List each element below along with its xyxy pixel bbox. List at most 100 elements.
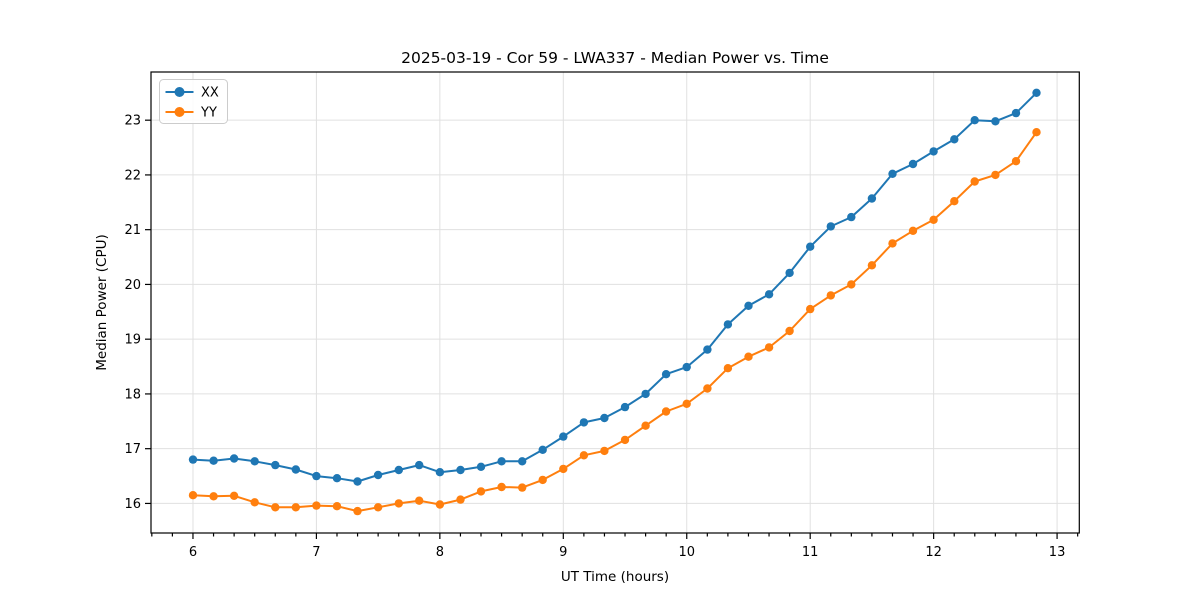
series-yy-marker xyxy=(415,496,424,505)
series-xx-marker xyxy=(641,389,650,399)
series-yy-marker xyxy=(970,177,979,186)
plot-border xyxy=(150,71,1080,534)
series-xx-marker xyxy=(970,116,979,125)
series-yy-marker xyxy=(435,500,445,509)
y-tick-label-17: 17 xyxy=(124,442,141,457)
series-xx-marker xyxy=(950,135,959,144)
series-xx xyxy=(188,88,1041,486)
series-xx-marker xyxy=(600,413,609,423)
series-xx-marker xyxy=(373,470,383,480)
y-tick-label-20: 20 xyxy=(124,278,141,293)
series-xx-marker xyxy=(744,301,753,310)
series-yy-marker xyxy=(559,464,568,474)
series-xx-marker xyxy=(435,468,445,477)
series-xx-marker xyxy=(476,462,486,471)
x-axis-label: UT Time (hours) xyxy=(561,569,669,585)
data-series xyxy=(188,88,1041,516)
axis-ticks xyxy=(145,119,1079,539)
y-tick-label-21: 21 xyxy=(124,223,141,238)
legend: XX YY xyxy=(159,79,228,124)
series-xx-marker xyxy=(991,117,1000,126)
series-yy-marker xyxy=(908,226,918,235)
series-yy-marker xyxy=(209,492,218,501)
series-yy-marker xyxy=(723,364,733,373)
x-tick-label-11: 11 xyxy=(802,545,819,560)
series-xx-marker xyxy=(888,169,897,178)
x-tick-label-7: 7 xyxy=(312,545,320,560)
series-xx-marker xyxy=(867,194,877,203)
series-xx-marker xyxy=(785,268,794,278)
x-tick-label-9: 9 xyxy=(559,545,567,560)
series-yy-marker xyxy=(888,239,897,248)
x-tick-label-12: 12 xyxy=(925,545,942,560)
series-xx-marker xyxy=(209,456,218,465)
legend-marker-yy xyxy=(174,107,185,117)
series-xx-marker xyxy=(291,465,300,474)
series-xx-marker xyxy=(271,460,280,470)
series-xx-marker xyxy=(579,418,589,427)
series-xx-marker xyxy=(847,212,856,222)
series-yy-marker xyxy=(497,482,506,492)
series-xx-marker xyxy=(353,477,362,486)
x-tick-label-13: 13 xyxy=(1049,545,1066,560)
series-yy-marker xyxy=(600,446,609,456)
axis-tick-labels: 16 17 18 19 20 21 22 23 6 7 8 9 10 11 12 13 xyxy=(124,114,1065,560)
series-yy-marker xyxy=(744,352,753,361)
series-yy-marker xyxy=(250,498,259,507)
series-xx-marker xyxy=(723,320,733,329)
series-yy-marker xyxy=(188,491,198,500)
series-yy-marker xyxy=(806,304,815,314)
series-yy-marker xyxy=(518,483,527,492)
y-tick-label-19: 19 xyxy=(124,333,141,348)
series-yy-line xyxy=(192,131,1038,513)
series-xx-marker xyxy=(661,370,671,379)
series-yy-marker xyxy=(703,384,712,393)
y-tick-label-23: 23 xyxy=(124,114,141,129)
series-yy-marker xyxy=(271,503,280,512)
series-xx-marker xyxy=(682,362,691,372)
series-xx-marker xyxy=(188,455,198,464)
series-xx-marker xyxy=(250,457,259,466)
series-xx-marker xyxy=(1011,108,1021,118)
series-yy-marker xyxy=(826,291,835,300)
y-tick-label-22: 22 xyxy=(124,168,141,183)
series-yy-marker xyxy=(867,261,877,270)
series-xx-marker xyxy=(312,471,321,481)
series-yy-marker xyxy=(661,407,671,416)
series-xx-marker xyxy=(559,432,568,441)
series-xx-marker xyxy=(456,465,465,475)
series-xx-marker xyxy=(1032,88,1041,98)
series-yy-marker xyxy=(291,503,300,512)
series-yy-marker xyxy=(579,451,589,460)
series-xx-marker xyxy=(703,345,712,354)
series-yy-marker xyxy=(353,506,362,516)
series-xx-marker xyxy=(764,290,774,299)
series-yy-marker xyxy=(229,491,239,500)
chart-title: 2025-03-19 - Cor 59 - LWA337 - Median Po… xyxy=(401,49,829,67)
y-tick-label-18: 18 xyxy=(124,387,141,402)
series-yy-marker xyxy=(538,475,547,485)
x-tick-label-6: 6 xyxy=(189,545,197,560)
series-xx-marker xyxy=(394,465,403,475)
x-tick-label-8: 8 xyxy=(436,545,444,560)
series-yy-marker xyxy=(929,215,938,224)
legend-label-yy: YY xyxy=(200,106,217,121)
series-xx-marker xyxy=(538,445,547,454)
series-yy-marker xyxy=(785,326,794,336)
series-yy-marker xyxy=(476,487,486,496)
y-axis-label: Median Power (CPU) xyxy=(94,234,110,370)
series-xx-marker xyxy=(415,460,424,470)
y-tick-label-16: 16 xyxy=(124,497,141,512)
series-yy-marker xyxy=(332,502,342,511)
series-yy-marker xyxy=(394,499,403,508)
gridlines xyxy=(151,72,1080,533)
series-xx-marker xyxy=(908,159,918,169)
series-xx-marker xyxy=(620,402,630,412)
series-yy-marker xyxy=(373,503,383,512)
series-yy-marker xyxy=(1011,157,1021,166)
series-yy-marker xyxy=(991,170,1000,180)
legend-label-xx: XX xyxy=(201,86,219,101)
series-xx-marker xyxy=(929,147,938,156)
